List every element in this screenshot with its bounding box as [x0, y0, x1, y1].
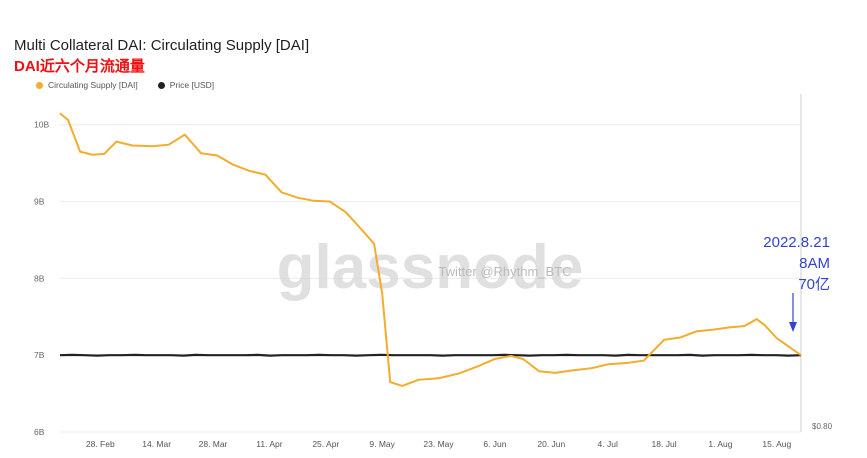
legend-label-price: Price [USD]: [169, 80, 215, 90]
y-tick-label: 9B: [34, 197, 45, 207]
x-tick-label: 20. Jun: [537, 439, 565, 449]
x-axis: 28. Feb 14. Mar 28. Mar 11. Apr 25. Apr 9. Ma…: [86, 439, 792, 449]
watermark-handle: Twitter @Rhythm_BTC: [438, 264, 571, 279]
x-tick-label: 18. Jul: [652, 439, 677, 449]
annotation-text: 2022.8.21 8AM 70亿: [740, 232, 830, 295]
x-tick-label: 15. Aug: [762, 439, 791, 449]
x-tick-label: 9. May: [369, 439, 395, 449]
legend: Circulating Supply [DAI] Price [USD]: [36, 80, 214, 90]
y-tick-label: 6B: [34, 427, 45, 437]
x-tick-label: 6. Jun: [483, 439, 506, 449]
y-right-tick-label: $0.80: [812, 422, 833, 431]
y-tick-label: 8B: [34, 273, 45, 283]
annotation-line-time: 8AM: [799, 255, 830, 272]
x-tick-label: 14. Mar: [142, 439, 171, 449]
annotation-line-date: 2022.8.21: [763, 234, 830, 251]
legend-dot-price: [157, 81, 165, 89]
x-tick-label: 1. Aug: [708, 439, 732, 449]
y-tick-label: 10B: [34, 120, 49, 130]
legend-dot-supply: [36, 81, 43, 89]
x-tick-label: 4. Jul: [598, 439, 618, 449]
legend-item-price[interactable]: Price [USD]: [157, 80, 215, 90]
legend-item-supply[interactable]: Circulating Supply [DAI]: [36, 80, 138, 90]
y-axis: 10B 9B 8B 7B 6B: [34, 120, 49, 437]
x-tick-label: 28. Feb: [86, 439, 115, 449]
annotation-line-value: 70亿: [798, 276, 830, 293]
chart-subtitle: DAI近六个月流通量: [14, 58, 145, 75]
y-tick-label: 7B: [34, 350, 45, 360]
legend-label-supply: Circulating Supply [DAI]: [48, 80, 138, 90]
x-tick-label: 11. Apr: [256, 439, 282, 449]
series-line-supply: [59, 112, 802, 387]
x-tick-label: 25. Apr: [312, 439, 339, 449]
x-tick-label: 23. May: [423, 439, 454, 449]
series-line-price: [59, 353, 802, 357]
annotation-arrow: [789, 293, 797, 332]
watermark: glassnode: [277, 233, 584, 302]
chart-title: Multi Collateral DAI: Circulating Supply…: [14, 37, 310, 54]
x-tick-label: 28. Mar: [199, 439, 228, 449]
